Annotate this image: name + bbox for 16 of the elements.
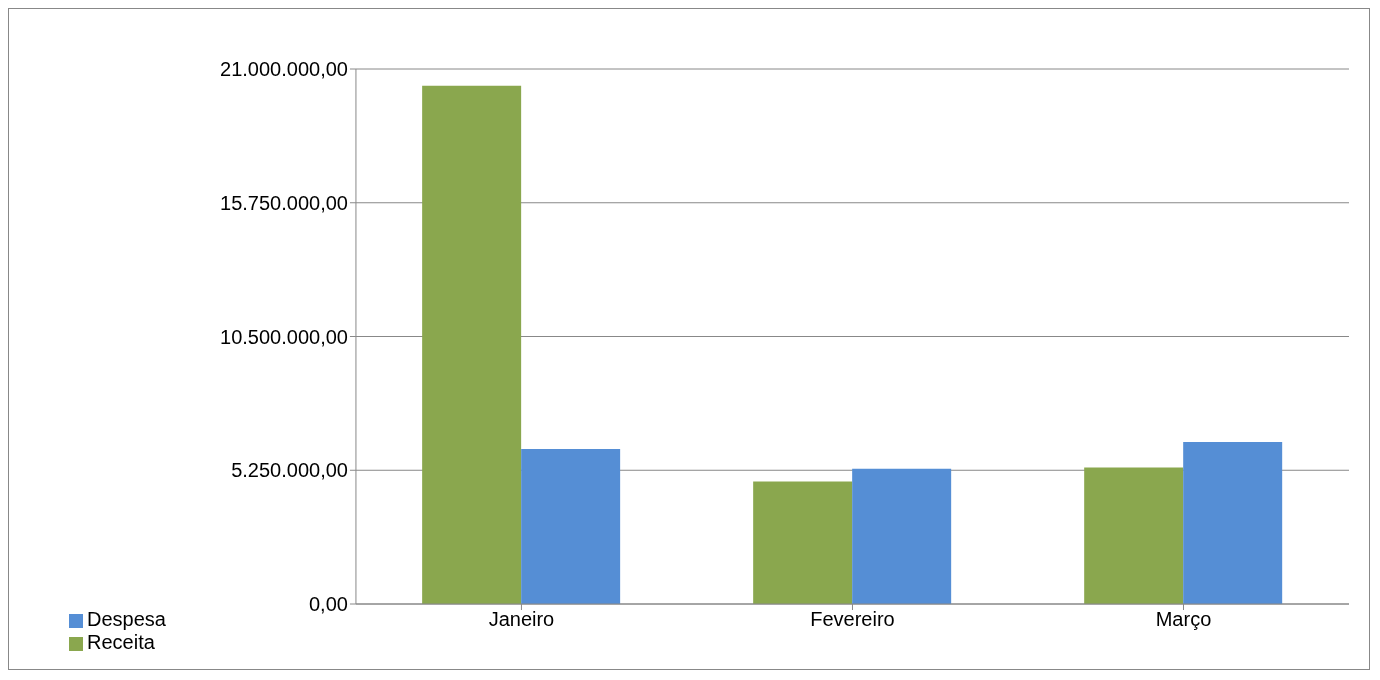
x-tick-label: Fevereiro [810,608,895,631]
bar [852,468,952,604]
y-tick-label: 0,00 [309,593,348,616]
x-tick-label: Janeiro [488,608,555,631]
bar [1084,467,1184,604]
bar [521,449,621,604]
bar [753,481,853,604]
x-tick-label: Março [1155,608,1212,631]
y-tick-label: 5.250.000,00 [231,459,348,482]
y-tick-label: 15.750.000,00 [220,191,348,214]
bar [422,85,522,604]
legend-label: Despesa [87,608,166,630]
bar [1183,441,1283,604]
legend-label: Receita [87,631,155,653]
y-tick-label: 21.000.000,00 [220,58,348,81]
y-tick-label: 10.500.000,00 [220,325,348,348]
